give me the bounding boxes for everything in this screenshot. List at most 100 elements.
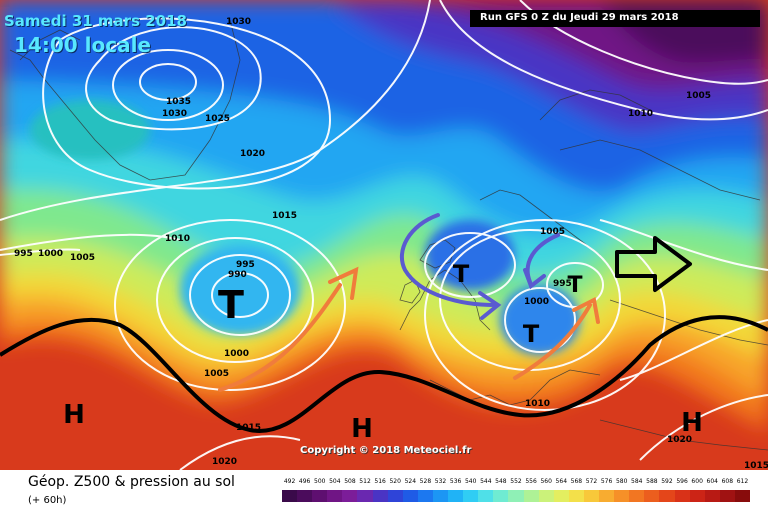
scale-swatch xyxy=(568,490,585,502)
movement-arrow xyxy=(615,236,692,292)
isobars xyxy=(0,0,768,470)
scale-swatch xyxy=(357,490,374,502)
scale-label: 548 xyxy=(495,478,507,485)
scale-swatch xyxy=(644,490,660,502)
scale-swatch xyxy=(478,490,494,502)
high-pressure-symbol: H xyxy=(63,400,85,430)
scale-label: 604 xyxy=(706,478,718,485)
low-pressure-symbol: T xyxy=(567,273,582,298)
isobar-label: 1010 xyxy=(525,399,550,409)
copyright-notice: Copyright © 2018 Meteociel.fr xyxy=(300,445,472,456)
scale-label: 588 xyxy=(646,478,658,485)
scale-swatch xyxy=(493,490,509,502)
scale-swatch xyxy=(734,490,751,502)
low-track-arrow-east xyxy=(523,233,560,290)
forecast-date: Samedi 31 mars 2018 xyxy=(4,12,187,30)
isobar-label: 995 xyxy=(236,260,255,270)
isobar-label: 1005 xyxy=(70,253,95,263)
scale-swatch xyxy=(402,490,419,502)
scale-swatch xyxy=(448,490,464,502)
geopotential-map: 1030 1035 1030 1025 1020 1015 1010 995 1… xyxy=(0,0,768,470)
warm-advection-arrow-atlantic xyxy=(218,266,359,392)
isobar-label: 990 xyxy=(228,270,247,280)
scale-swatch xyxy=(599,490,615,502)
low-pressure-symbol: T xyxy=(523,320,540,348)
isobar-label: 995 xyxy=(14,249,33,259)
scale-swatch xyxy=(372,490,389,502)
isobar-label: 1020 xyxy=(667,435,692,445)
model-run-banner: Run GFS 0 Z du Jeudi 29 mars 2018 xyxy=(470,10,760,27)
isobar-label: 1030 xyxy=(226,17,251,27)
pressure-systems: T T T T H H H xyxy=(63,260,703,444)
isobar-label: 1015 xyxy=(744,461,768,470)
scale-swatch xyxy=(674,490,691,502)
isobar-label: 1000 xyxy=(38,249,63,259)
forecast-time: 14:00 locale xyxy=(14,33,151,57)
scale-label: 500 xyxy=(314,478,326,485)
coastlines xyxy=(9,19,768,451)
scale-label: 520 xyxy=(389,478,401,485)
isobar-label: 1015 xyxy=(236,423,261,433)
isobar-label: 1020 xyxy=(240,149,265,159)
scale-label: 584 xyxy=(631,478,643,485)
isobar-label: 1000 xyxy=(524,297,549,307)
isobar-label: 1035 xyxy=(166,97,191,107)
scale-label: 580 xyxy=(615,478,628,485)
scale-label: 540 xyxy=(464,478,477,485)
scale-label: 572 xyxy=(585,478,598,485)
scale-label: 492 xyxy=(283,478,296,485)
scale-label: 592 xyxy=(661,478,673,485)
isobar-label: 1030 xyxy=(162,109,187,119)
scale-swatch xyxy=(629,490,645,502)
scale-swatch xyxy=(704,490,721,502)
scale-label: 496 xyxy=(298,478,311,485)
scale-swatch xyxy=(387,490,404,502)
scale-swatch xyxy=(689,490,706,502)
isobar-label: 1020 xyxy=(212,457,237,467)
scale-label: 556 xyxy=(525,478,537,485)
high-pressure-symbol: H xyxy=(681,408,703,438)
scale-swatch xyxy=(583,490,600,502)
low-track-arrow-west xyxy=(399,213,502,320)
scale-label: 528 xyxy=(419,478,432,485)
isobar-label: 1005 xyxy=(540,227,565,237)
scale-swatch xyxy=(342,490,358,502)
isobar-labels: 1030 1035 1030 1025 1020 1015 1010 995 1… xyxy=(14,17,768,470)
scale-label: 504 xyxy=(329,478,341,485)
scale-label: 552 xyxy=(510,478,522,485)
scale-swatch xyxy=(417,490,434,502)
legend-title: Géop. Z500 & pression au sol xyxy=(28,474,235,490)
scale-swatch xyxy=(282,490,298,502)
scale-swatch xyxy=(538,490,555,502)
scale-label: 568 xyxy=(570,478,583,485)
isobar-label: 1015 xyxy=(272,211,297,221)
scale-label: 560 xyxy=(540,478,552,485)
scale-swatch xyxy=(614,490,630,502)
isobar-label: 995 xyxy=(553,279,572,289)
scale-swatch xyxy=(463,490,479,502)
scale-label: 608 xyxy=(721,478,734,485)
scale-label: 536 xyxy=(449,478,462,485)
scale-swatch xyxy=(327,490,343,502)
scale-label: 612 xyxy=(736,478,749,485)
legend-subtitle: (+ 60h) xyxy=(28,495,67,506)
scale-label: 600 xyxy=(691,478,703,485)
scale-label: 564 xyxy=(555,478,568,485)
low-pressure-symbol: T xyxy=(218,283,244,327)
scale-swatch xyxy=(432,490,449,502)
color-scale: 492 496 500 504 508 512 516 520 524 528 532 536 540 5… xyxy=(282,478,751,508)
scale-label: 576 xyxy=(600,478,613,485)
high-pressure-symbol: H xyxy=(351,414,373,444)
scale-label: 544 xyxy=(480,478,492,485)
isobar-label: 1010 xyxy=(628,109,653,119)
model-run-text: Run GFS 0 Z du Jeudi 29 mars 2018 xyxy=(480,12,679,23)
scale-swatch xyxy=(719,490,736,502)
scale-label: 596 xyxy=(676,478,688,485)
scale-swatch xyxy=(523,490,540,502)
scale-swatch xyxy=(553,490,570,502)
isobar-label: 1000 xyxy=(224,349,249,359)
isobar-label: 1025 xyxy=(205,114,230,124)
isobar-label: 1010 xyxy=(165,234,190,244)
scale-label: 512 xyxy=(359,478,371,485)
